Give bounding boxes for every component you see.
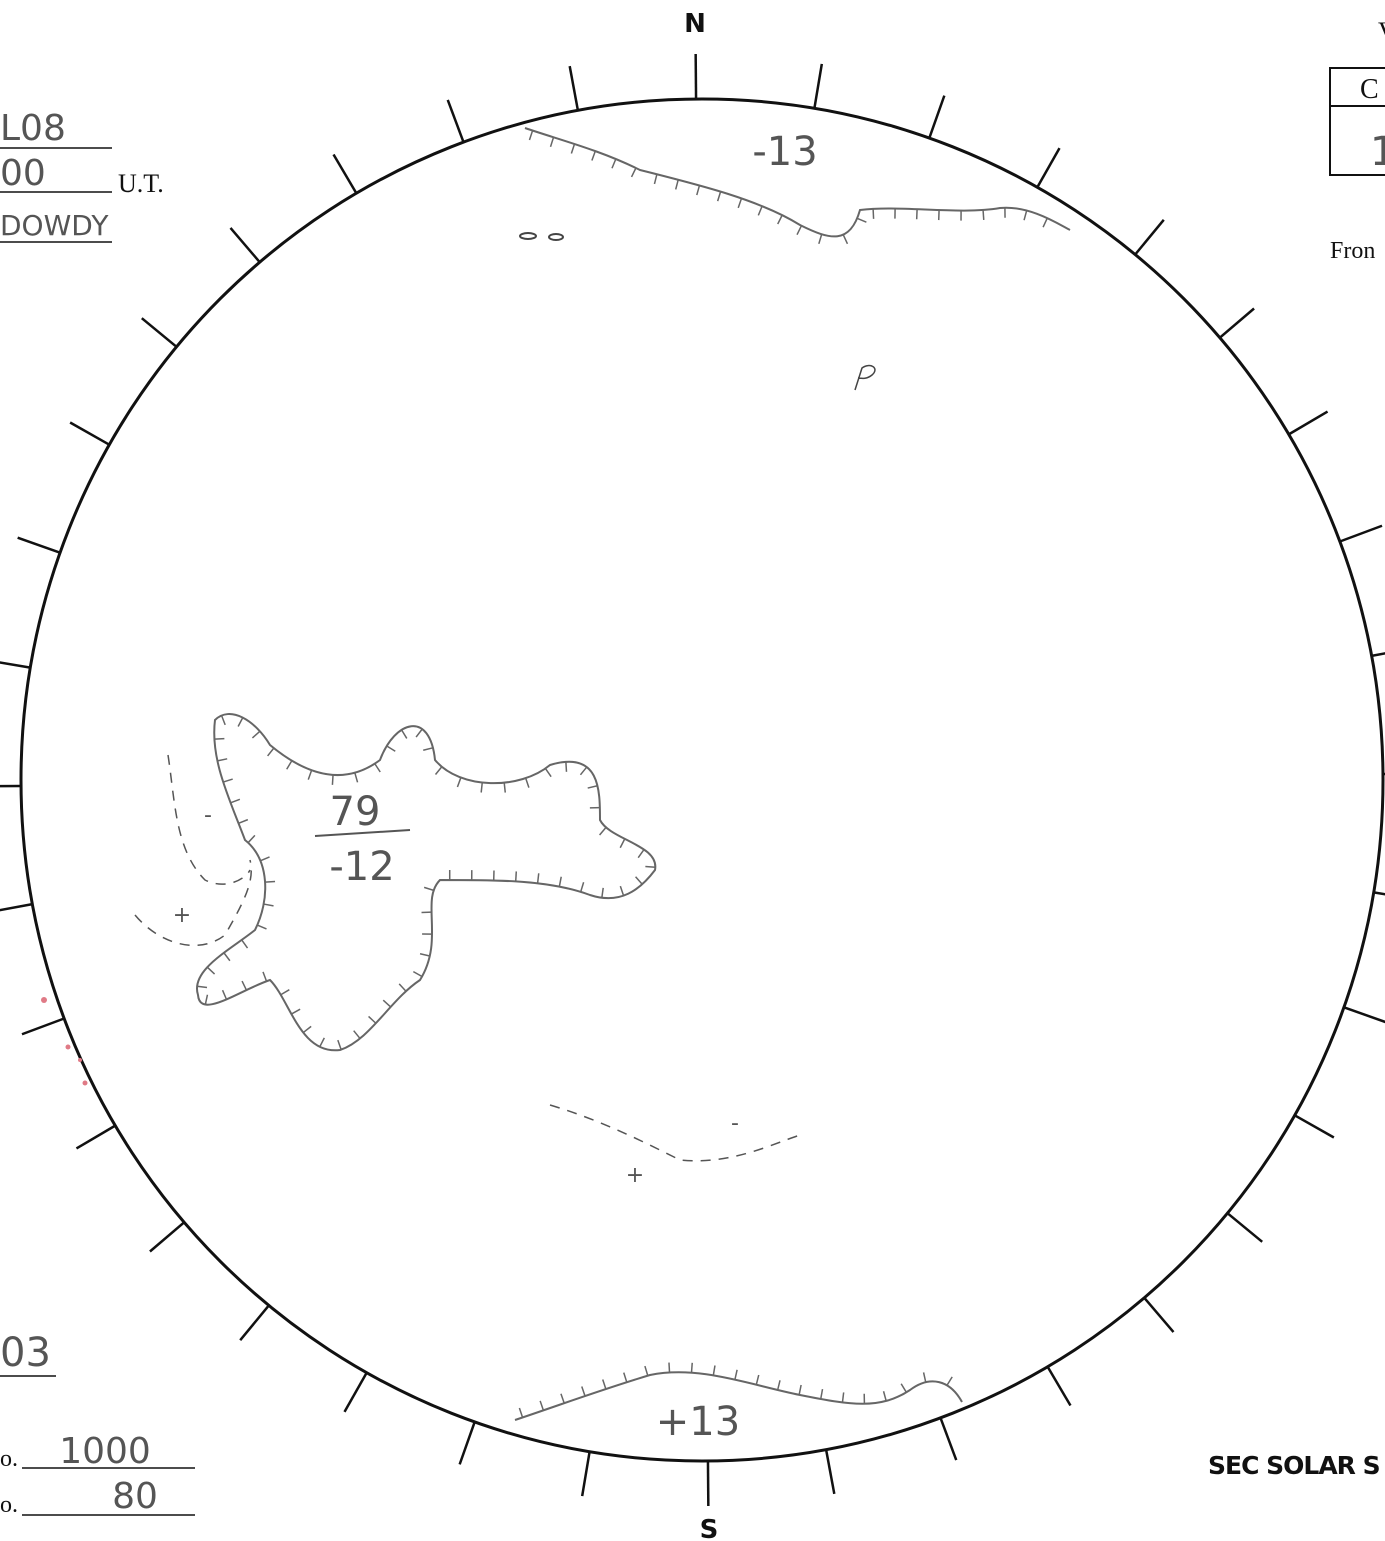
polarity-mark: + xyxy=(626,1163,644,1188)
polarity-mark: - xyxy=(204,803,212,828)
observer: DOWDY xyxy=(0,209,109,242)
polarity-mark: - xyxy=(731,1111,739,1136)
hatch xyxy=(516,871,517,881)
time-unit: U.T. xyxy=(118,169,164,198)
field-value: 80 xyxy=(112,1476,158,1517)
hatch xyxy=(265,881,275,882)
north-label: N xyxy=(684,9,706,39)
date: L08 xyxy=(0,108,66,149)
table-cell: 1 xyxy=(1370,129,1385,175)
drawing-number: 03 xyxy=(0,1330,51,1376)
hatch xyxy=(214,739,224,740)
organization: SEC SOLAR S xyxy=(1208,1451,1380,1480)
spot-lower: -12 xyxy=(329,844,394,890)
field-value: 1000 xyxy=(59,1431,151,1472)
corner-letter: V xyxy=(1378,17,1385,46)
south-label: S xyxy=(700,1515,719,1541)
hatch xyxy=(566,762,567,772)
hatch xyxy=(504,783,505,793)
hatch xyxy=(332,775,333,785)
field-label: o. xyxy=(0,1492,18,1518)
paper xyxy=(0,0,1385,1541)
solar-drawing: N S -13 +13 79 -12 + - + - L08 00 U.T. D… xyxy=(0,0,1385,1541)
spot-upper: 79 xyxy=(330,789,381,835)
from-label: Fron xyxy=(1330,238,1375,264)
hatch xyxy=(645,867,655,868)
field-label: o. xyxy=(0,1446,18,1472)
region-label: +13 xyxy=(656,1399,740,1445)
table-header: C xyxy=(1360,74,1379,105)
hatch xyxy=(481,783,482,793)
polarity-mark: + xyxy=(173,903,191,928)
hatch xyxy=(983,210,984,220)
hatch xyxy=(669,1363,670,1373)
region-label: -13 xyxy=(752,129,817,175)
hatch xyxy=(691,1363,692,1373)
time: 00 xyxy=(0,153,46,194)
